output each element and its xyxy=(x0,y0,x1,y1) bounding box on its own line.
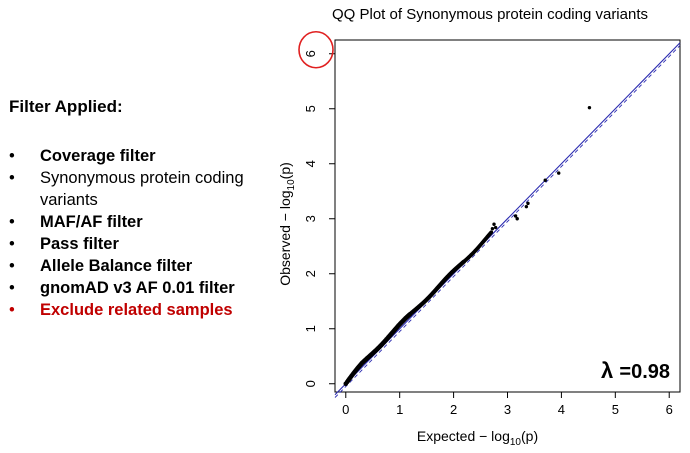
qq-tail-point xyxy=(513,214,518,218)
filter-label: MAF/AF filter xyxy=(40,213,143,231)
filter-label: Pass filter xyxy=(40,235,119,253)
qq-tail-point xyxy=(490,226,495,231)
y-tick-label: 0 xyxy=(303,380,318,387)
qq-tail-point xyxy=(524,204,529,209)
bullet-glyph: • xyxy=(9,301,15,319)
bullet-glyph: • xyxy=(9,257,15,275)
y-tick-label: 3 xyxy=(303,215,318,222)
x-tick-label: 6 xyxy=(666,402,673,417)
filter-item: • Coverage filter xyxy=(9,145,284,167)
lambda-value: =0.98 xyxy=(619,361,670,383)
filter-label: Coverage filter xyxy=(40,147,156,165)
qq-tail-point xyxy=(543,178,547,182)
filter-label: Synonymous protein coding variants xyxy=(40,169,244,209)
qq-tail-point xyxy=(493,225,498,230)
qq-plot: 0 1 2 3 4 5 6 0 1 2 3 4 5 6 Expected − log10(p) Observe… xyxy=(277,30,681,448)
reference-line-dashed xyxy=(334,45,681,398)
filter-label: Exclude related samples xyxy=(40,301,233,319)
y-axis-subscript: 10 xyxy=(286,179,297,191)
filter-label: Allele Balance filter xyxy=(40,257,193,275)
bullet-glyph: • xyxy=(9,279,15,297)
filter-item: • Allele Balance filter xyxy=(9,255,284,277)
filter-list: • Coverage filter • Synonymous protein codi… xyxy=(9,145,284,321)
x-tick-label: 2 xyxy=(450,402,457,417)
y-tick-label: 1 xyxy=(303,325,318,332)
filter-label: gnomAD v3 AF 0.01 filter xyxy=(40,279,235,297)
qq-point xyxy=(489,230,494,234)
reference-line xyxy=(334,42,681,396)
x-tick-label: 4 xyxy=(558,402,565,417)
x-axis-subscript: 10 xyxy=(510,437,522,448)
qq-tail-point xyxy=(515,217,519,221)
filter-item: • Exclude related samples xyxy=(9,299,284,321)
lambda-annotation: λ =0.98 xyxy=(601,358,670,383)
qq-tail-point xyxy=(557,171,561,175)
x-tick-label: 0 xyxy=(342,402,349,417)
filter-item: • Synonymous protein coding variants xyxy=(9,167,284,211)
filters-title: Filter Applied: xyxy=(9,97,123,116)
y-axis-suffix: (p) xyxy=(277,162,293,179)
bullet-glyph: • xyxy=(9,147,15,165)
chart-title: QQ Plot of Synonymous protein coding var… xyxy=(332,6,648,23)
filter-item: • MAF/AF filter xyxy=(9,211,284,233)
x-axis-suffix: (p) xyxy=(521,428,538,444)
filter-item: • Pass filter xyxy=(9,233,284,255)
x-axis-title: Expected − log10(p) xyxy=(417,428,538,448)
lambda-symbol: λ xyxy=(601,358,619,383)
y-tick-label: 2 xyxy=(303,270,318,277)
filter-item: • gnomAD v3 AF 0.01 filter xyxy=(9,277,284,299)
qq-tail-point xyxy=(492,222,496,226)
x-tick-label: 1 xyxy=(396,402,403,417)
y-axis-title: Observed − log10(p) xyxy=(277,162,297,286)
qq-tail-point xyxy=(587,105,592,110)
x-tick-label: 5 xyxy=(612,402,619,417)
x-tick-label: 3 xyxy=(504,402,511,417)
highlight-circle xyxy=(298,30,334,69)
bullet-glyph: • xyxy=(9,169,15,187)
bullet-glyph: • xyxy=(9,235,15,253)
y-tick-label: 5 xyxy=(303,105,318,112)
qq-tail-point xyxy=(526,201,530,206)
y-tick-label: 4 xyxy=(303,160,318,167)
bullet-glyph: • xyxy=(9,213,15,231)
y-tick-label: 6 xyxy=(303,50,318,57)
